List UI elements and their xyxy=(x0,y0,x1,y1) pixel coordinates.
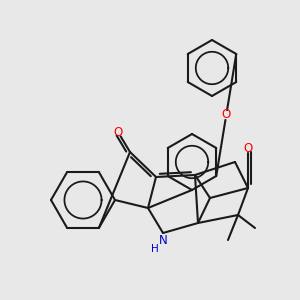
Text: O: O xyxy=(243,142,253,154)
Text: O: O xyxy=(222,109,231,122)
Text: O: O xyxy=(113,125,123,139)
Text: N: N xyxy=(159,235,167,248)
Text: H: H xyxy=(151,244,159,254)
